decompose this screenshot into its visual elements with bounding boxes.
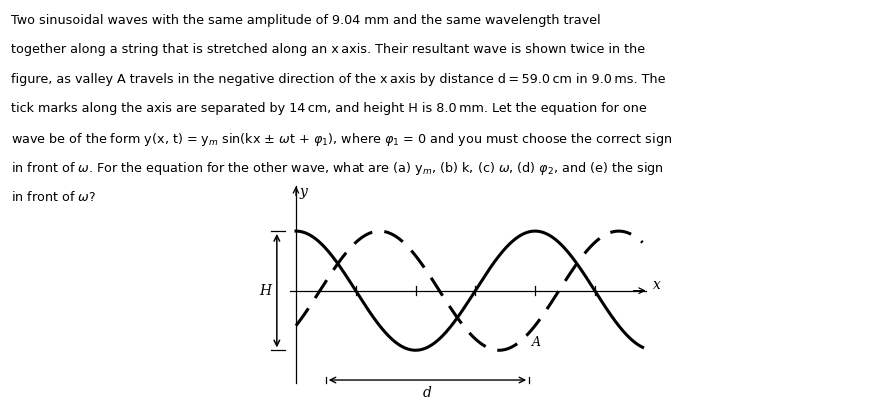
Text: in front of $\omega$. For the equation for the other wave, what are (a) y$_m$, (: in front of $\omega$. For the equation f…: [11, 160, 664, 177]
Text: Two sinusoidal waves with the same amplitude of 9.04 mm and the same wavelength : Two sinusoidal waves with the same ampli…: [11, 14, 601, 27]
Text: y: y: [300, 184, 308, 198]
Text: in front of $\omega$?: in front of $\omega$?: [11, 190, 96, 204]
Text: d: d: [423, 386, 431, 400]
Text: wave be of the form y(x, t) = y$_m$ sin(kx $\pm$ $\omega$t + $\varphi$$_1$), whe: wave be of the form y(x, t) = y$_m$ sin(…: [11, 131, 673, 148]
Text: H: H: [259, 284, 271, 298]
Text: together along a string that is stretched along an x axis. Their resultant wave : together along a string that is stretche…: [11, 43, 645, 56]
Text: figure, as valley A travels in the negative direction of the x axis by distance : figure, as valley A travels in the negat…: [11, 73, 666, 85]
Text: tick marks along the axis are separated by 14 cm, and height H is 8.0 mm. Let th: tick marks along the axis are separated …: [11, 102, 647, 115]
Text: A: A: [532, 336, 541, 349]
Text: x: x: [653, 278, 661, 292]
